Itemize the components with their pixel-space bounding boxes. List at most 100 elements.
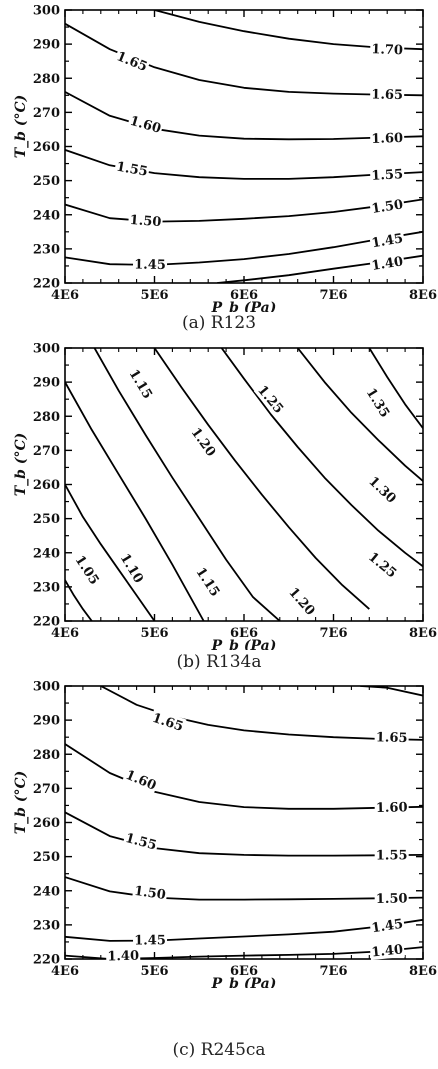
x-tick-label: 4E6 [51, 626, 79, 641]
contour-line-1-35 [368, 348, 423, 429]
contour-line-1-45 [65, 918, 423, 942]
y-tick-label: 250 [33, 512, 60, 527]
contour-label-bg [132, 882, 168, 903]
y-tick-label: 240 [33, 884, 60, 899]
contour-label-bg [369, 229, 406, 252]
contour-line-1-05 [65, 484, 156, 621]
plot-frame [64, 685, 424, 960]
contour-label: 1.40 [371, 254, 405, 274]
contour-label-bg [253, 380, 288, 418]
x-tick-label: 5E6 [141, 288, 169, 303]
contour-label: 1.65 [376, 730, 408, 746]
x-tick-label: 5E6 [141, 964, 169, 979]
x-tick-label: 6E6 [230, 626, 258, 641]
contour-label-bg [369, 252, 406, 274]
contour-label-bg [369, 40, 405, 58]
y-axis-label: T_b (°C) [13, 95, 29, 158]
contour-label: 1.45 [371, 231, 405, 251]
x-tick-label: 7E6 [320, 626, 348, 641]
contour-label: 1.60 [123, 768, 158, 794]
contour-line-1-45 [65, 230, 423, 266]
contour-lines [65, 348, 423, 621]
contour-line-1-30 [296, 348, 423, 482]
contour-label-bg [132, 931, 168, 949]
contour-label-bg [374, 846, 409, 864]
contour-label-bg [374, 889, 409, 907]
y-tick-label: 290 [33, 376, 60, 391]
contour-line-1-10 [65, 381, 205, 621]
contour-label: 1.50 [133, 884, 166, 903]
x-axis-label: P_b (Pa) [211, 300, 277, 312]
y-tick-label: 240 [33, 546, 60, 561]
contour-label: 1.45 [134, 257, 166, 272]
contour-line-1-70 [360, 686, 423, 697]
contour-label-bg [125, 365, 157, 403]
contour-line-1-25 [220, 348, 423, 568]
contour-label-bg [192, 563, 225, 601]
contour-label: 1.40 [107, 949, 139, 965]
contour-label: 1.55 [376, 848, 408, 863]
contour-chart-a: 220 230 240 250 260 270 280 290 300 4E6 5E6 6E6 7E6 8… [13, 4, 437, 313]
chart-panel-b: 220 230 240 250 260 270 280 290 300 4E6 5E6 6E6 7E6 8… [0, 338, 438, 688]
y-tick-label: 280 [33, 410, 60, 425]
x-tick-label: 4E6 [51, 288, 79, 303]
y-axis-label: T_b (°C) [13, 771, 29, 834]
contour-label: 1.60 [376, 800, 408, 816]
contour-label: 1.55 [371, 167, 403, 184]
x-tick-label: 4E6 [51, 964, 79, 979]
y-tick-label: 290 [33, 38, 60, 53]
contour-label-bg [374, 728, 409, 746]
y-tick-label: 280 [33, 72, 60, 87]
contour-label: 1.45 [371, 917, 405, 937]
contour-line-1-05a [65, 579, 93, 621]
contour-line-1-20 [153, 348, 370, 610]
contour-label: 1.55 [124, 831, 158, 854]
y-tick-label: 260 [33, 816, 60, 831]
contour-lines [65, 686, 423, 959]
contour-label-bg [71, 551, 104, 589]
x-tick-label: 7E6 [320, 964, 348, 979]
contour-line-1-60 [65, 743, 423, 810]
contour-label-bg [369, 195, 406, 217]
caption-b: (b) R134a [176, 652, 262, 672]
y-tick-label: 280 [33, 748, 60, 763]
y-tick-label: 250 [33, 850, 60, 865]
y-tick-label: 270 [33, 782, 60, 797]
x-axis-label: P_b (Pa) [211, 638, 277, 650]
x-axis-label: P_b (Pa) [211, 976, 277, 988]
contour-line-1-60 [65, 91, 423, 141]
y-tick-label: 220 [33, 953, 60, 968]
contour-label-bg [369, 129, 405, 147]
y-tick-label: 250 [33, 174, 60, 189]
x-tick-label: 7E6 [320, 288, 348, 303]
x-tick-label: 8E6 [409, 288, 437, 303]
contour-label: 1.65 [114, 49, 149, 75]
contour-label-bg [122, 765, 160, 794]
contour-label-bg [187, 423, 221, 461]
y-tick-label: 300 [33, 342, 60, 357]
contour-line-1-55 [65, 811, 423, 857]
contour-label: 1.65 [150, 711, 185, 735]
contour-label-bg [362, 383, 394, 422]
contour-line-1-50 [65, 876, 423, 901]
y-tick-label: 270 [33, 444, 60, 459]
x-tick-label: 8E6 [409, 626, 437, 641]
y-tick-label: 300 [33, 680, 60, 695]
contour-label-bg [149, 708, 187, 735]
contour-label-bg [369, 165, 405, 184]
contour-label: 1.70 [371, 42, 403, 58]
contour-label-bg [126, 111, 165, 137]
y-tick-label: 300 [33, 4, 60, 19]
contour-label: 1.55 [115, 160, 149, 180]
y-tick-label: 270 [33, 106, 60, 121]
y-tick-label: 220 [33, 615, 60, 630]
y-tick-label: 260 [33, 140, 60, 155]
contour-label: 1.40 [371, 942, 404, 960]
contour-label-bg [132, 255, 168, 273]
contour-line-1-50 [65, 198, 423, 223]
contour-label-bg [116, 549, 148, 587]
contour-label-bg [122, 829, 160, 854]
y-tick-label: 290 [33, 714, 60, 729]
contour-label-bg [127, 211, 164, 230]
x-tick-label: 5E6 [141, 626, 169, 641]
